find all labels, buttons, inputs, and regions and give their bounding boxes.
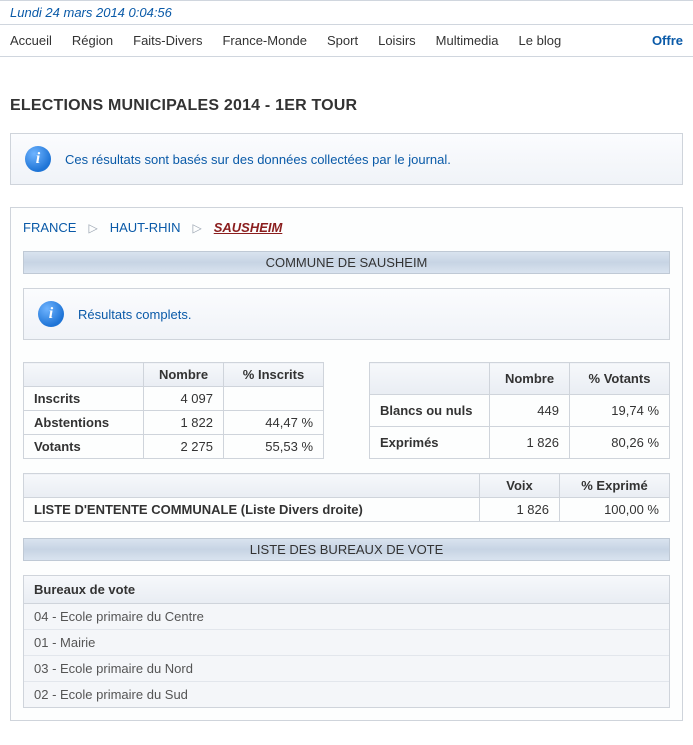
row-pct: 80,26 % bbox=[570, 427, 670, 459]
breadcrumb-current: SAUSHEIM bbox=[214, 220, 283, 235]
menu-item-blog[interactable]: Le blog bbox=[519, 33, 562, 48]
liste-voix: 1 826 bbox=[480, 498, 560, 522]
th-blank bbox=[24, 474, 480, 498]
datetime-text: Lundi 24 mars 2014 0:04:56 bbox=[10, 5, 172, 20]
info-icon: i bbox=[38, 301, 64, 327]
bureaux-row[interactable]: 02 - Ecole primaire du Sud bbox=[24, 682, 669, 707]
table-row: Abstentions 1 822 44,47 % bbox=[24, 411, 324, 435]
main-menu: Accueil Région Faits-Divers France-Monde… bbox=[0, 25, 693, 57]
row-pct: 19,74 % bbox=[570, 395, 670, 427]
row-nombre: 2 275 bbox=[144, 435, 224, 459]
table-listes: Voix % Exprimé LISTE D'ENTENTE COMMUNALE… bbox=[23, 473, 670, 522]
menu-item-multimedia[interactable]: Multimedia bbox=[436, 33, 499, 48]
table-row: Blancs ou nuls 449 19,74 % bbox=[370, 395, 670, 427]
th-pct-votants: % Votants bbox=[570, 363, 670, 395]
info-text-complete: Résultats complets. bbox=[78, 307, 191, 322]
breadcrumb-france[interactable]: FRANCE bbox=[23, 220, 76, 235]
row-nombre: 449 bbox=[490, 395, 570, 427]
liste-name: LISTE D'ENTENTE COMMUNALE (Liste Divers … bbox=[24, 498, 480, 522]
menu-item-loisirs[interactable]: Loisirs bbox=[378, 33, 416, 48]
row-label: Exprimés bbox=[370, 427, 490, 459]
table-row: LISTE D'ENTENTE COMMUNALE (Liste Divers … bbox=[24, 498, 670, 522]
info-banner-source: i Ces résultats sont basés sur des donné… bbox=[10, 133, 683, 185]
table-participation: Nombre % Inscrits Inscrits 4 097 Abstent… bbox=[23, 362, 324, 459]
breadcrumb: FRANCE ▷ HAUT-RHIN ▷ SAUSHEIM bbox=[23, 220, 670, 235]
menu-item-france-monde[interactable]: France-Monde bbox=[222, 33, 307, 48]
th-nombre: Nombre bbox=[490, 363, 570, 395]
bureaux-row[interactable]: 04 - Ecole primaire du Centre bbox=[24, 604, 669, 630]
menu-item-region[interactable]: Région bbox=[72, 33, 113, 48]
commune-band: COMMUNE DE SAUSHEIM bbox=[23, 251, 670, 274]
row-label: Inscrits bbox=[24, 387, 144, 411]
info-icon: i bbox=[25, 146, 51, 172]
info-text-source: Ces résultats sont basés sur des données… bbox=[65, 152, 451, 167]
results-section: FRANCE ▷ HAUT-RHIN ▷ SAUSHEIM COMMUNE DE… bbox=[10, 207, 683, 721]
th-blank bbox=[370, 363, 490, 395]
row-nombre: 1 822 bbox=[144, 411, 224, 435]
th-pct-inscrits: % Inscrits bbox=[224, 363, 324, 387]
bureaux-row[interactable]: 01 - Mairie bbox=[24, 630, 669, 656]
chevron-right-icon: ▷ bbox=[192, 221, 201, 235]
bureaux-row[interactable]: 03 - Ecole primaire du Nord bbox=[24, 656, 669, 682]
th-blank bbox=[24, 363, 144, 387]
th-nombre: Nombre bbox=[144, 363, 224, 387]
menu-item-accueil[interactable]: Accueil bbox=[10, 33, 52, 48]
chevron-right-icon: ▷ bbox=[88, 221, 97, 235]
row-nombre: 4 097 bbox=[144, 387, 224, 411]
table-votants: Nombre % Votants Blancs ou nuls 449 19,7… bbox=[369, 362, 670, 459]
bureaux-band: LISTE DES BUREAUX DE VOTE bbox=[23, 538, 670, 561]
th-voix: Voix bbox=[480, 474, 560, 498]
table-row: Votants 2 275 55,53 % bbox=[24, 435, 324, 459]
info-banner-complete: i Résultats complets. bbox=[23, 288, 670, 340]
row-pct bbox=[224, 387, 324, 411]
menu-offre-link[interactable]: Offre bbox=[652, 33, 683, 48]
menu-item-faits-divers[interactable]: Faits-Divers bbox=[133, 33, 202, 48]
table-row: Inscrits 4 097 bbox=[24, 387, 324, 411]
bureaux-header: Bureaux de vote bbox=[24, 576, 669, 604]
bureaux-list: Bureaux de vote 04 - Ecole primaire du C… bbox=[23, 575, 670, 708]
row-nombre: 1 826 bbox=[490, 427, 570, 459]
menu-item-sport[interactable]: Sport bbox=[327, 33, 358, 48]
breadcrumb-haut-rhin[interactable]: HAUT-RHIN bbox=[110, 220, 181, 235]
row-pct: 55,53 % bbox=[224, 435, 324, 459]
page-title: ELECTIONS MUNICIPALES 2014 - 1ER TOUR bbox=[10, 97, 683, 115]
row-label: Abstentions bbox=[24, 411, 144, 435]
liste-pct: 100,00 % bbox=[560, 498, 670, 522]
row-label: Blancs ou nuls bbox=[370, 395, 490, 427]
table-row: Exprimés 1 826 80,26 % bbox=[370, 427, 670, 459]
th-pct-exprime: % Exprimé bbox=[560, 474, 670, 498]
row-label: Votants bbox=[24, 435, 144, 459]
row-pct: 44,47 % bbox=[224, 411, 324, 435]
